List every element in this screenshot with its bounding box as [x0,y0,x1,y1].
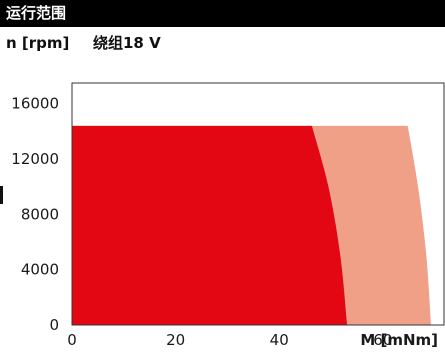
x-tick-label: 40 [270,331,289,349]
operating-areas [72,125,432,326]
x-axis-label: M [mNm] [360,331,438,349]
y-tick-label: 8000 [21,205,59,223]
x-axis-ticks: 0 20 40 60 [67,331,392,349]
x-tick-label: 0 [67,331,77,349]
continuous-operation-area [72,125,348,326]
y-axis-label: n [rpm] [6,34,70,52]
y-tick-label: 12000 [11,150,59,168]
header-bar: 运行范围 [0,0,445,27]
x-tick-label: 20 [166,331,185,349]
header-title: 运行范围 [6,4,67,22]
winding-label: 绕组18 V [93,34,161,52]
y-axis-ticks: 0 4000 8000 12000 16000 [11,95,59,334]
x-tick-label: 60 [373,331,392,349]
plot-frame [71,82,445,326]
y-tick-label: 4000 [21,261,59,279]
y-tick-label: 0 [49,316,59,334]
left-edge-marker [0,186,3,204]
y-tick-label: 16000 [11,95,59,113]
